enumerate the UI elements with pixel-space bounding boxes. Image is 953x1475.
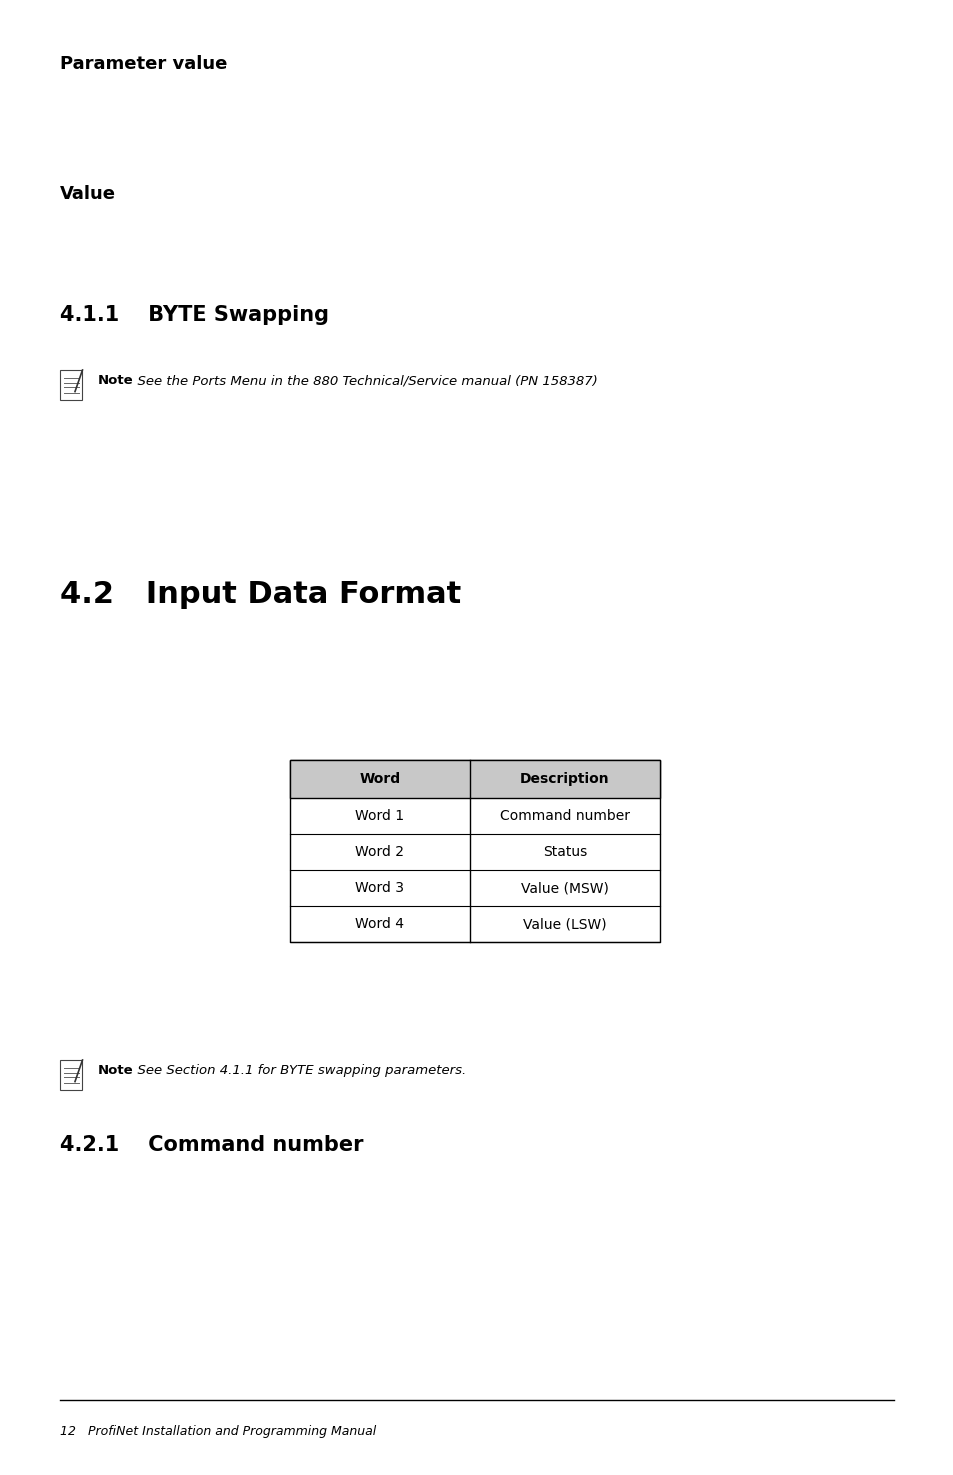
Text: Word 2: Word 2	[355, 845, 404, 858]
Text: Note: Note	[98, 375, 133, 386]
Text: 4.2.1    Command number: 4.2.1 Command number	[60, 1134, 363, 1155]
Bar	[290, 760, 659, 798]
Text: Word 4: Word 4	[355, 917, 404, 931]
Text: Command number: Command number	[499, 808, 629, 823]
Text: Value (LSW): Value (LSW)	[522, 917, 606, 931]
Bar	[290, 760, 659, 943]
Bar	[60, 1061, 82, 1090]
Text: Note: Note	[98, 1063, 133, 1077]
Text: Status: Status	[542, 845, 586, 858]
Text: Value (MSW): Value (MSW)	[520, 881, 608, 895]
Text: Word 1: Word 1	[355, 808, 404, 823]
Bar	[60, 370, 82, 400]
Text: Word: Word	[359, 771, 400, 786]
Text: 4.2   Input Data Format: 4.2 Input Data Format	[60, 580, 460, 609]
Text: 4.1.1    BYTE Swapping: 4.1.1 BYTE Swapping	[60, 305, 329, 324]
Text: See Section 4.1.1 for BYTE swapping parameters.: See Section 4.1.1 for BYTE swapping para…	[129, 1063, 466, 1077]
Text: Value: Value	[60, 184, 116, 204]
Text: Description: Description	[519, 771, 609, 786]
Text: Parameter value: Parameter value	[60, 55, 227, 72]
Bar	[290, 760, 659, 798]
Text: Word 3: Word 3	[355, 881, 404, 895]
Text: 12   ProfiNet Installation and Programming Manual: 12 ProfiNet Installation and Programming…	[60, 1425, 375, 1438]
Text: See the Ports Menu in the 880 Technical/Service manual (PN 158387): See the Ports Menu in the 880 Technical/…	[129, 375, 598, 386]
